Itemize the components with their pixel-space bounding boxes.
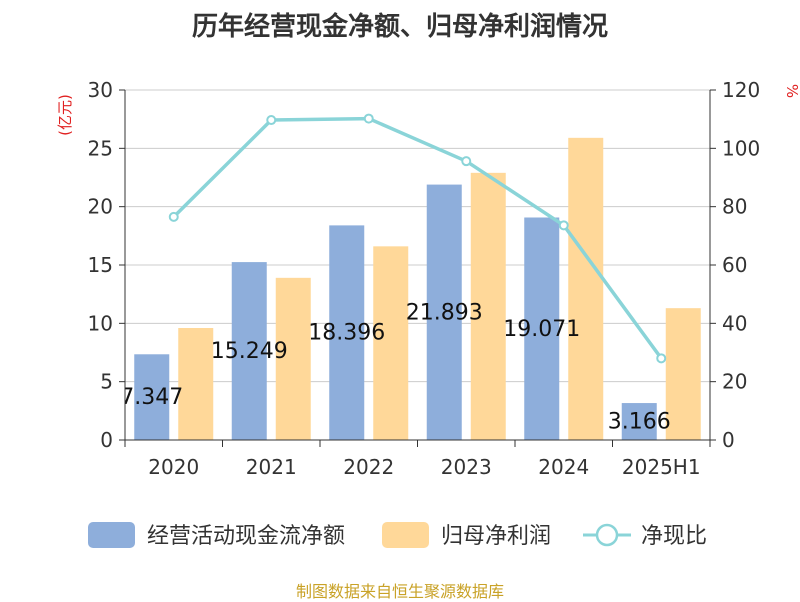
y-left-axis-label: (亿元) bbox=[56, 94, 74, 136]
y-left-tick-label: 10 bbox=[88, 311, 113, 335]
bar-cashflow bbox=[134, 354, 170, 440]
y-left-tick-label: 20 bbox=[88, 195, 113, 219]
line-point bbox=[363, 113, 374, 124]
bar-netprofit bbox=[665, 308, 701, 440]
y-left-tick-label: 30 bbox=[88, 78, 113, 102]
y-right-tick-label: 120 bbox=[722, 78, 760, 102]
legend-swatch bbox=[382, 522, 429, 548]
y-left-tick-label: 5 bbox=[100, 370, 113, 394]
legend-swatch bbox=[88, 522, 135, 548]
bar-data-label: 21.893 bbox=[406, 300, 483, 325]
legend-label: 经营活动现金流净额 bbox=[147, 524, 345, 549]
legend-line-marker bbox=[595, 523, 619, 547]
bar-data-label: 3.166 bbox=[608, 410, 671, 435]
bar-cashflow bbox=[329, 225, 365, 440]
y-right-tick-label: 80 bbox=[722, 195, 747, 219]
y-left-tick-label: 25 bbox=[88, 136, 113, 160]
line-point bbox=[168, 211, 179, 222]
bar-data-label: 15.249 bbox=[211, 339, 288, 364]
line-series bbox=[172, 116, 663, 360]
x-tick-label: 2021 bbox=[246, 455, 297, 479]
y-right-tick-label: 0 bbox=[722, 428, 735, 452]
x-tick-label: 2023 bbox=[441, 455, 492, 479]
grid-lines bbox=[125, 89, 710, 383]
bar-netprofit bbox=[275, 277, 311, 440]
bar-data-label: 19.071 bbox=[503, 317, 580, 342]
y-right-tick-label: 100 bbox=[722, 136, 760, 160]
bar-data-label: 18.396 bbox=[308, 321, 385, 346]
bar-cashflow bbox=[231, 262, 267, 440]
y-right-tick-label: 60 bbox=[722, 253, 747, 277]
x-tick-label: 2022 bbox=[343, 455, 394, 479]
legend: 经营活动现金流净额 归母净利润 净现比 bbox=[88, 522, 707, 549]
bar-netprofit bbox=[470, 172, 506, 441]
bar-netprofit bbox=[373, 246, 409, 440]
bar-cashflow bbox=[426, 184, 462, 440]
line-point bbox=[461, 156, 472, 167]
line-point bbox=[558, 220, 569, 231]
bar-netprofit bbox=[568, 137, 604, 441]
bars bbox=[134, 137, 701, 441]
y-right-tick-label: 20 bbox=[722, 370, 747, 394]
bar-cashflow bbox=[524, 217, 560, 440]
axes: 0 5 10 15 20 25 30 0 20 40 60 80 100 120 (亿元)% 2020 2021… bbox=[56, 78, 800, 479]
x-tick-label: 2020 bbox=[148, 455, 199, 479]
y-right-tick-label: 40 bbox=[722, 311, 747, 335]
legend-label: 归母净利润 bbox=[441, 524, 551, 549]
source-note: 制图数据来自恒生聚源数据库 bbox=[295, 582, 504, 601]
bar-cashflow bbox=[621, 403, 657, 440]
bar-netprofit bbox=[178, 328, 214, 440]
line-point bbox=[266, 115, 277, 126]
y-right-axis-label: % bbox=[783, 84, 800, 98]
y-left-tick-label: 0 bbox=[100, 428, 113, 452]
y-left-tick-label: 15 bbox=[88, 253, 113, 277]
legend-label: 净现比 bbox=[641, 524, 707, 549]
x-tick-label: 2025H1 bbox=[622, 455, 701, 479]
bar-data-label: 7.347 bbox=[120, 385, 183, 410]
line-point bbox=[656, 353, 667, 364]
chart-title: 历年经营现金净额、归母净利润情况 bbox=[191, 12, 608, 42]
x-tick-label: 2024 bbox=[538, 455, 589, 479]
bar-labels: 7.347 15.249 18.396 21.893 19.071 3.166 bbox=[120, 300, 671, 435]
ratio-line bbox=[168, 113, 667, 364]
